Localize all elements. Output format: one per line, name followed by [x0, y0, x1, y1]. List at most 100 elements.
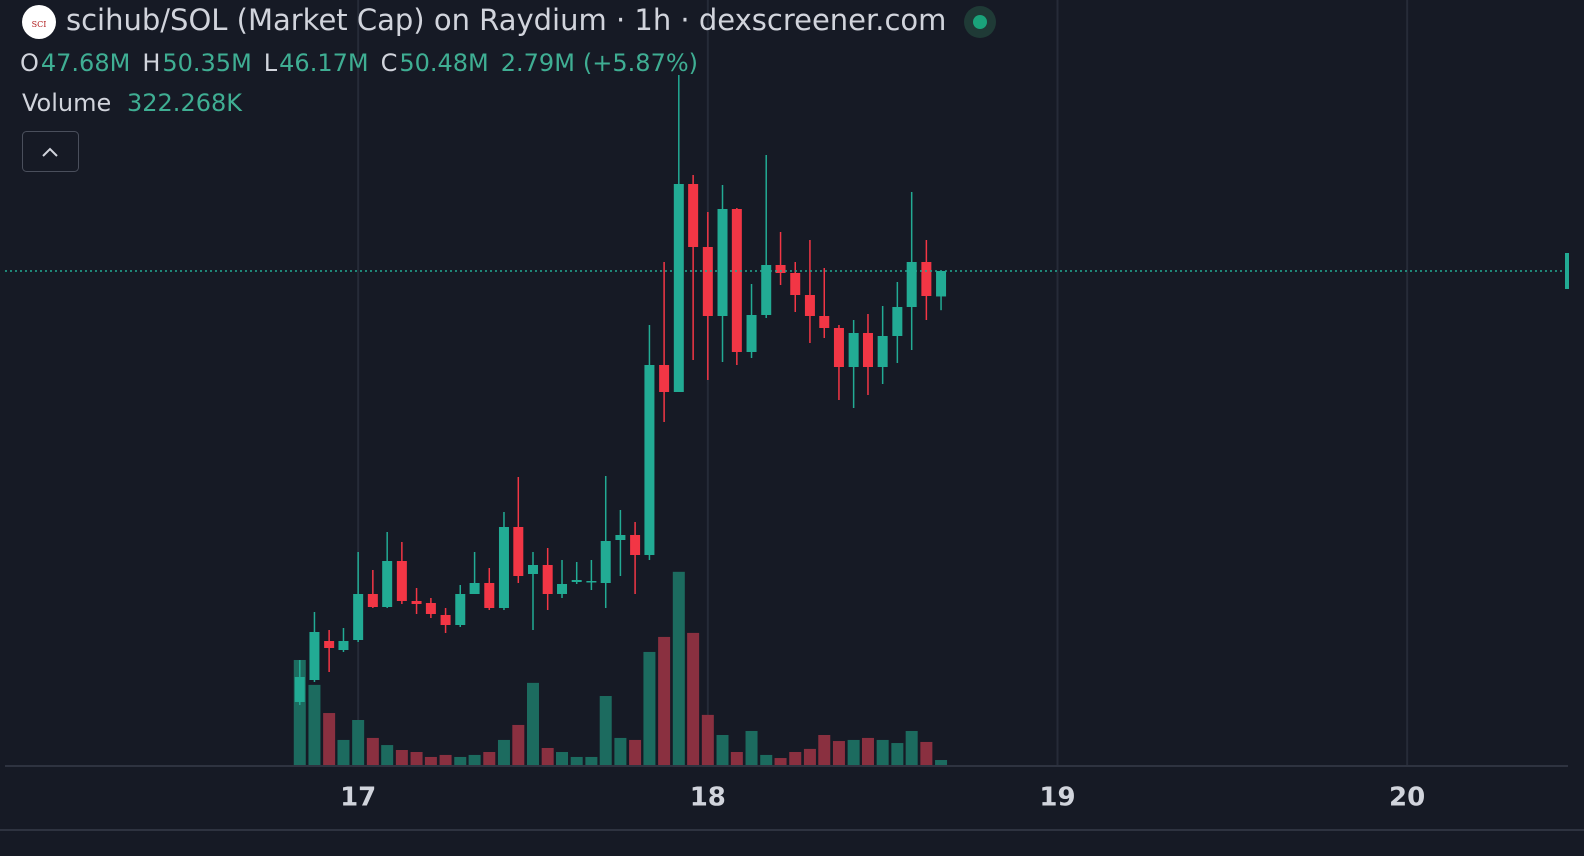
- candle-body: [498, 527, 509, 608]
- x-tick-label: 19: [1039, 783, 1075, 813]
- volume-bar: [497, 739, 510, 765]
- token-icon: [22, 5, 56, 39]
- volume-bar: [789, 752, 802, 765]
- candle-body: [717, 209, 728, 316]
- token-icon-glyph: SCI: [32, 20, 47, 29]
- candle-body: [673, 184, 684, 392]
- chart-title: scihub/SOL (Market Cap) on Raydium · 1h …: [66, 3, 946, 37]
- volume-legend-name: Volume: [22, 89, 111, 117]
- volume-bar: [614, 737, 627, 765]
- volume-bar: [468, 754, 481, 765]
- candle-body: [833, 328, 844, 367]
- candle-body: [921, 262, 932, 296]
- candle-body: [761, 265, 772, 315]
- volume-bar: [701, 714, 714, 765]
- volume-bar: [935, 760, 948, 765]
- candle-body: [659, 365, 670, 392]
- volume-bar: [905, 730, 918, 765]
- candle-body: [775, 265, 786, 273]
- volume-bar: [439, 754, 452, 765]
- volume-bar: [847, 739, 860, 765]
- volume-bar: [410, 752, 423, 765]
- volume-bar: [526, 682, 539, 765]
- volume-bar: [818, 734, 831, 765]
- candle-body: [425, 603, 436, 614]
- candle-body: [790, 273, 801, 295]
- volume-bar: [541, 747, 554, 765]
- ohlc-value: 46.17M: [279, 49, 368, 77]
- volume-bar: [745, 730, 758, 765]
- header: SCI scihub/SOL (Market Cap) on Raydium ·…: [20, 3, 996, 172]
- volume-bar: [716, 734, 729, 765]
- volume-bar: [454, 756, 467, 765]
- volume-layer: [293, 571, 948, 765]
- volume-bar: [629, 739, 642, 765]
- candle-body: [484, 583, 495, 608]
- x-tick-label: 18: [690, 783, 726, 813]
- candle-body: [600, 541, 611, 583]
- volume-bar: [337, 739, 350, 765]
- volume-bar: [308, 684, 321, 765]
- volume-bar: [556, 752, 569, 765]
- candle-body: [469, 583, 480, 594]
- volume-bar: [920, 741, 933, 765]
- ohlc-key: O: [20, 49, 39, 77]
- volume-bar: [876, 739, 889, 765]
- volume-bar: [861, 737, 874, 765]
- candle-body: [557, 584, 568, 594]
- candle-body: [294, 677, 305, 702]
- x-tick-label: 17: [340, 783, 376, 813]
- candle-body: [731, 209, 742, 352]
- volume-bar: [381, 745, 394, 765]
- volume-bar: [395, 749, 408, 765]
- ohlc-key: L: [264, 49, 278, 77]
- volume-bar: [774, 758, 787, 765]
- collapse-button[interactable]: [22, 131, 79, 172]
- candle-body: [440, 615, 451, 625]
- volume-bar: [585, 756, 598, 765]
- candle-body: [702, 247, 713, 316]
- change-percent: (+5.87%): [583, 49, 698, 77]
- candle-body: [688, 184, 699, 247]
- candle-body: [513, 527, 524, 576]
- grid: [357, 0, 1409, 765]
- candle-body: [819, 316, 830, 328]
- volume-bar: [599, 696, 612, 765]
- volume-bar: [643, 651, 656, 765]
- x-tick-label: 20: [1389, 783, 1425, 813]
- volume-bar: [803, 748, 816, 765]
- status-dot: [973, 15, 987, 29]
- candle-body: [877, 336, 888, 367]
- candle-body: [586, 581, 597, 583]
- candle-body: [338, 641, 349, 650]
- candle-body: [746, 315, 757, 352]
- ohlc-value: 50.35M: [162, 49, 251, 77]
- candle-body: [542, 565, 553, 594]
- candle-body: [353, 594, 364, 640]
- candle-body: [411, 601, 422, 604]
- volume-bar: [352, 719, 365, 765]
- ohlc-key: C: [381, 49, 398, 77]
- candle-body: [862, 333, 873, 367]
- candle-body: [906, 262, 917, 307]
- candle-body: [396, 561, 407, 601]
- volume-bar: [658, 636, 671, 765]
- candle-body: [892, 307, 903, 336]
- candle-body: [804, 295, 815, 316]
- candle-body: [571, 580, 582, 582]
- ohlc-value: 47.68M: [41, 49, 130, 77]
- volume-bar: [687, 632, 700, 765]
- candle-layer: [294, 75, 947, 705]
- volume-bar: [570, 756, 583, 765]
- volume-legend-value: 322.268K: [127, 89, 243, 117]
- volume-bar: [512, 724, 525, 765]
- volume-bar: [891, 743, 904, 765]
- candle-body: [367, 594, 378, 607]
- volume-bar: [424, 756, 437, 765]
- candle-body: [382, 561, 393, 607]
- volume-bar: [323, 713, 336, 765]
- candle-body: [936, 271, 947, 297]
- candle-body: [615, 535, 626, 540]
